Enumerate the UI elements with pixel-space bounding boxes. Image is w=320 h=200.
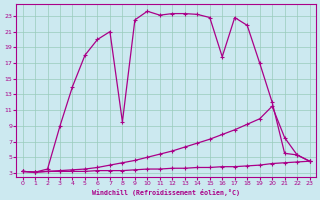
X-axis label: Windchill (Refroidissement éolien,°C): Windchill (Refroidissement éolien,°C) [92, 189, 240, 196]
